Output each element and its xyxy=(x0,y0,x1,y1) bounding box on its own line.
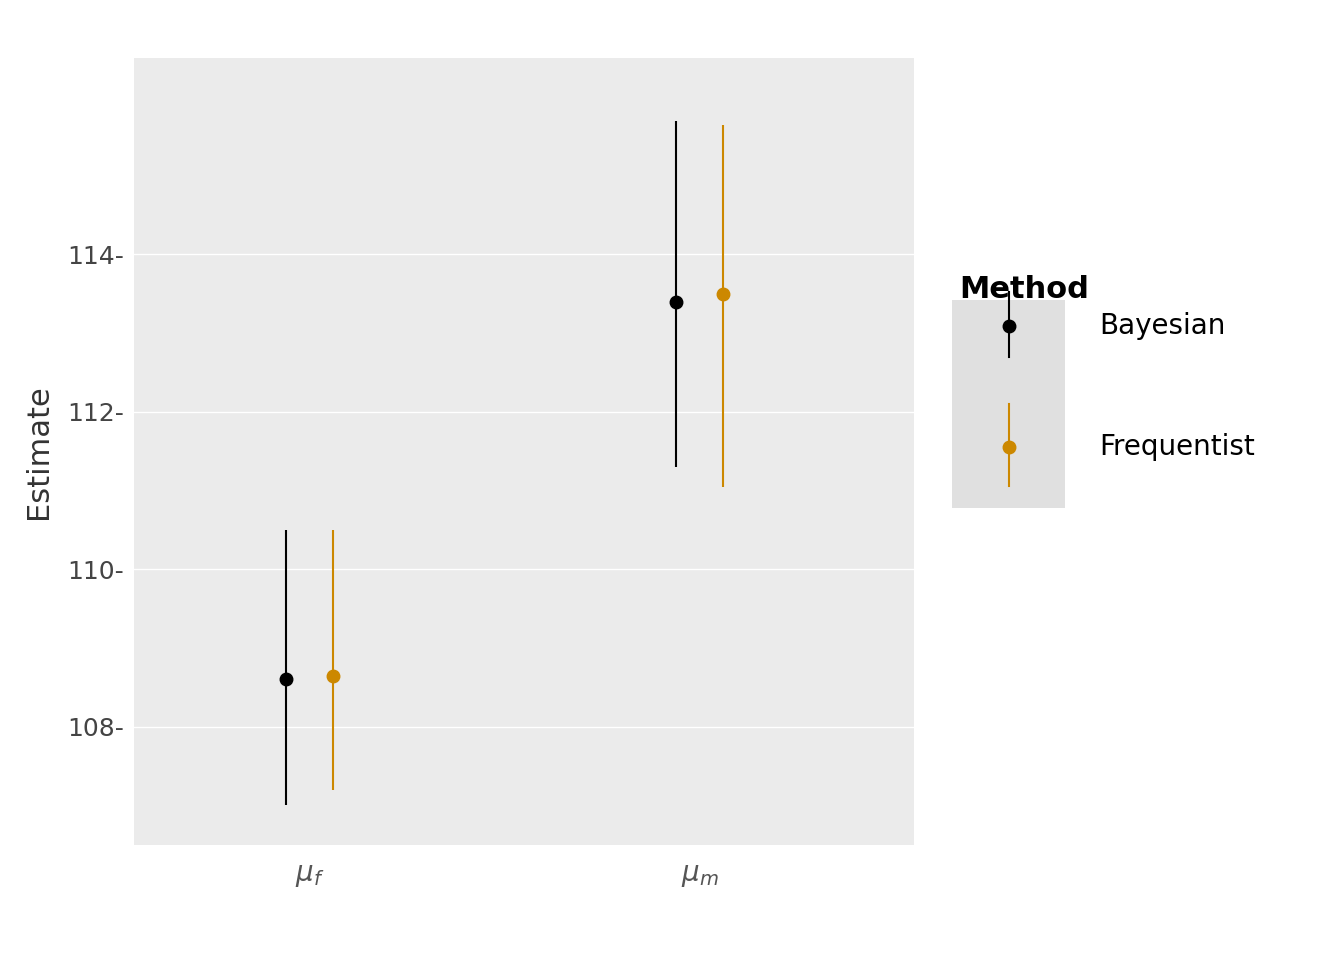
Text: Bayesian: Bayesian xyxy=(1099,312,1226,341)
Text: Frequentist: Frequentist xyxy=(1099,433,1254,462)
Y-axis label: Estimate: Estimate xyxy=(24,384,54,518)
FancyBboxPatch shape xyxy=(952,300,1064,508)
Text: Method: Method xyxy=(960,275,1090,303)
